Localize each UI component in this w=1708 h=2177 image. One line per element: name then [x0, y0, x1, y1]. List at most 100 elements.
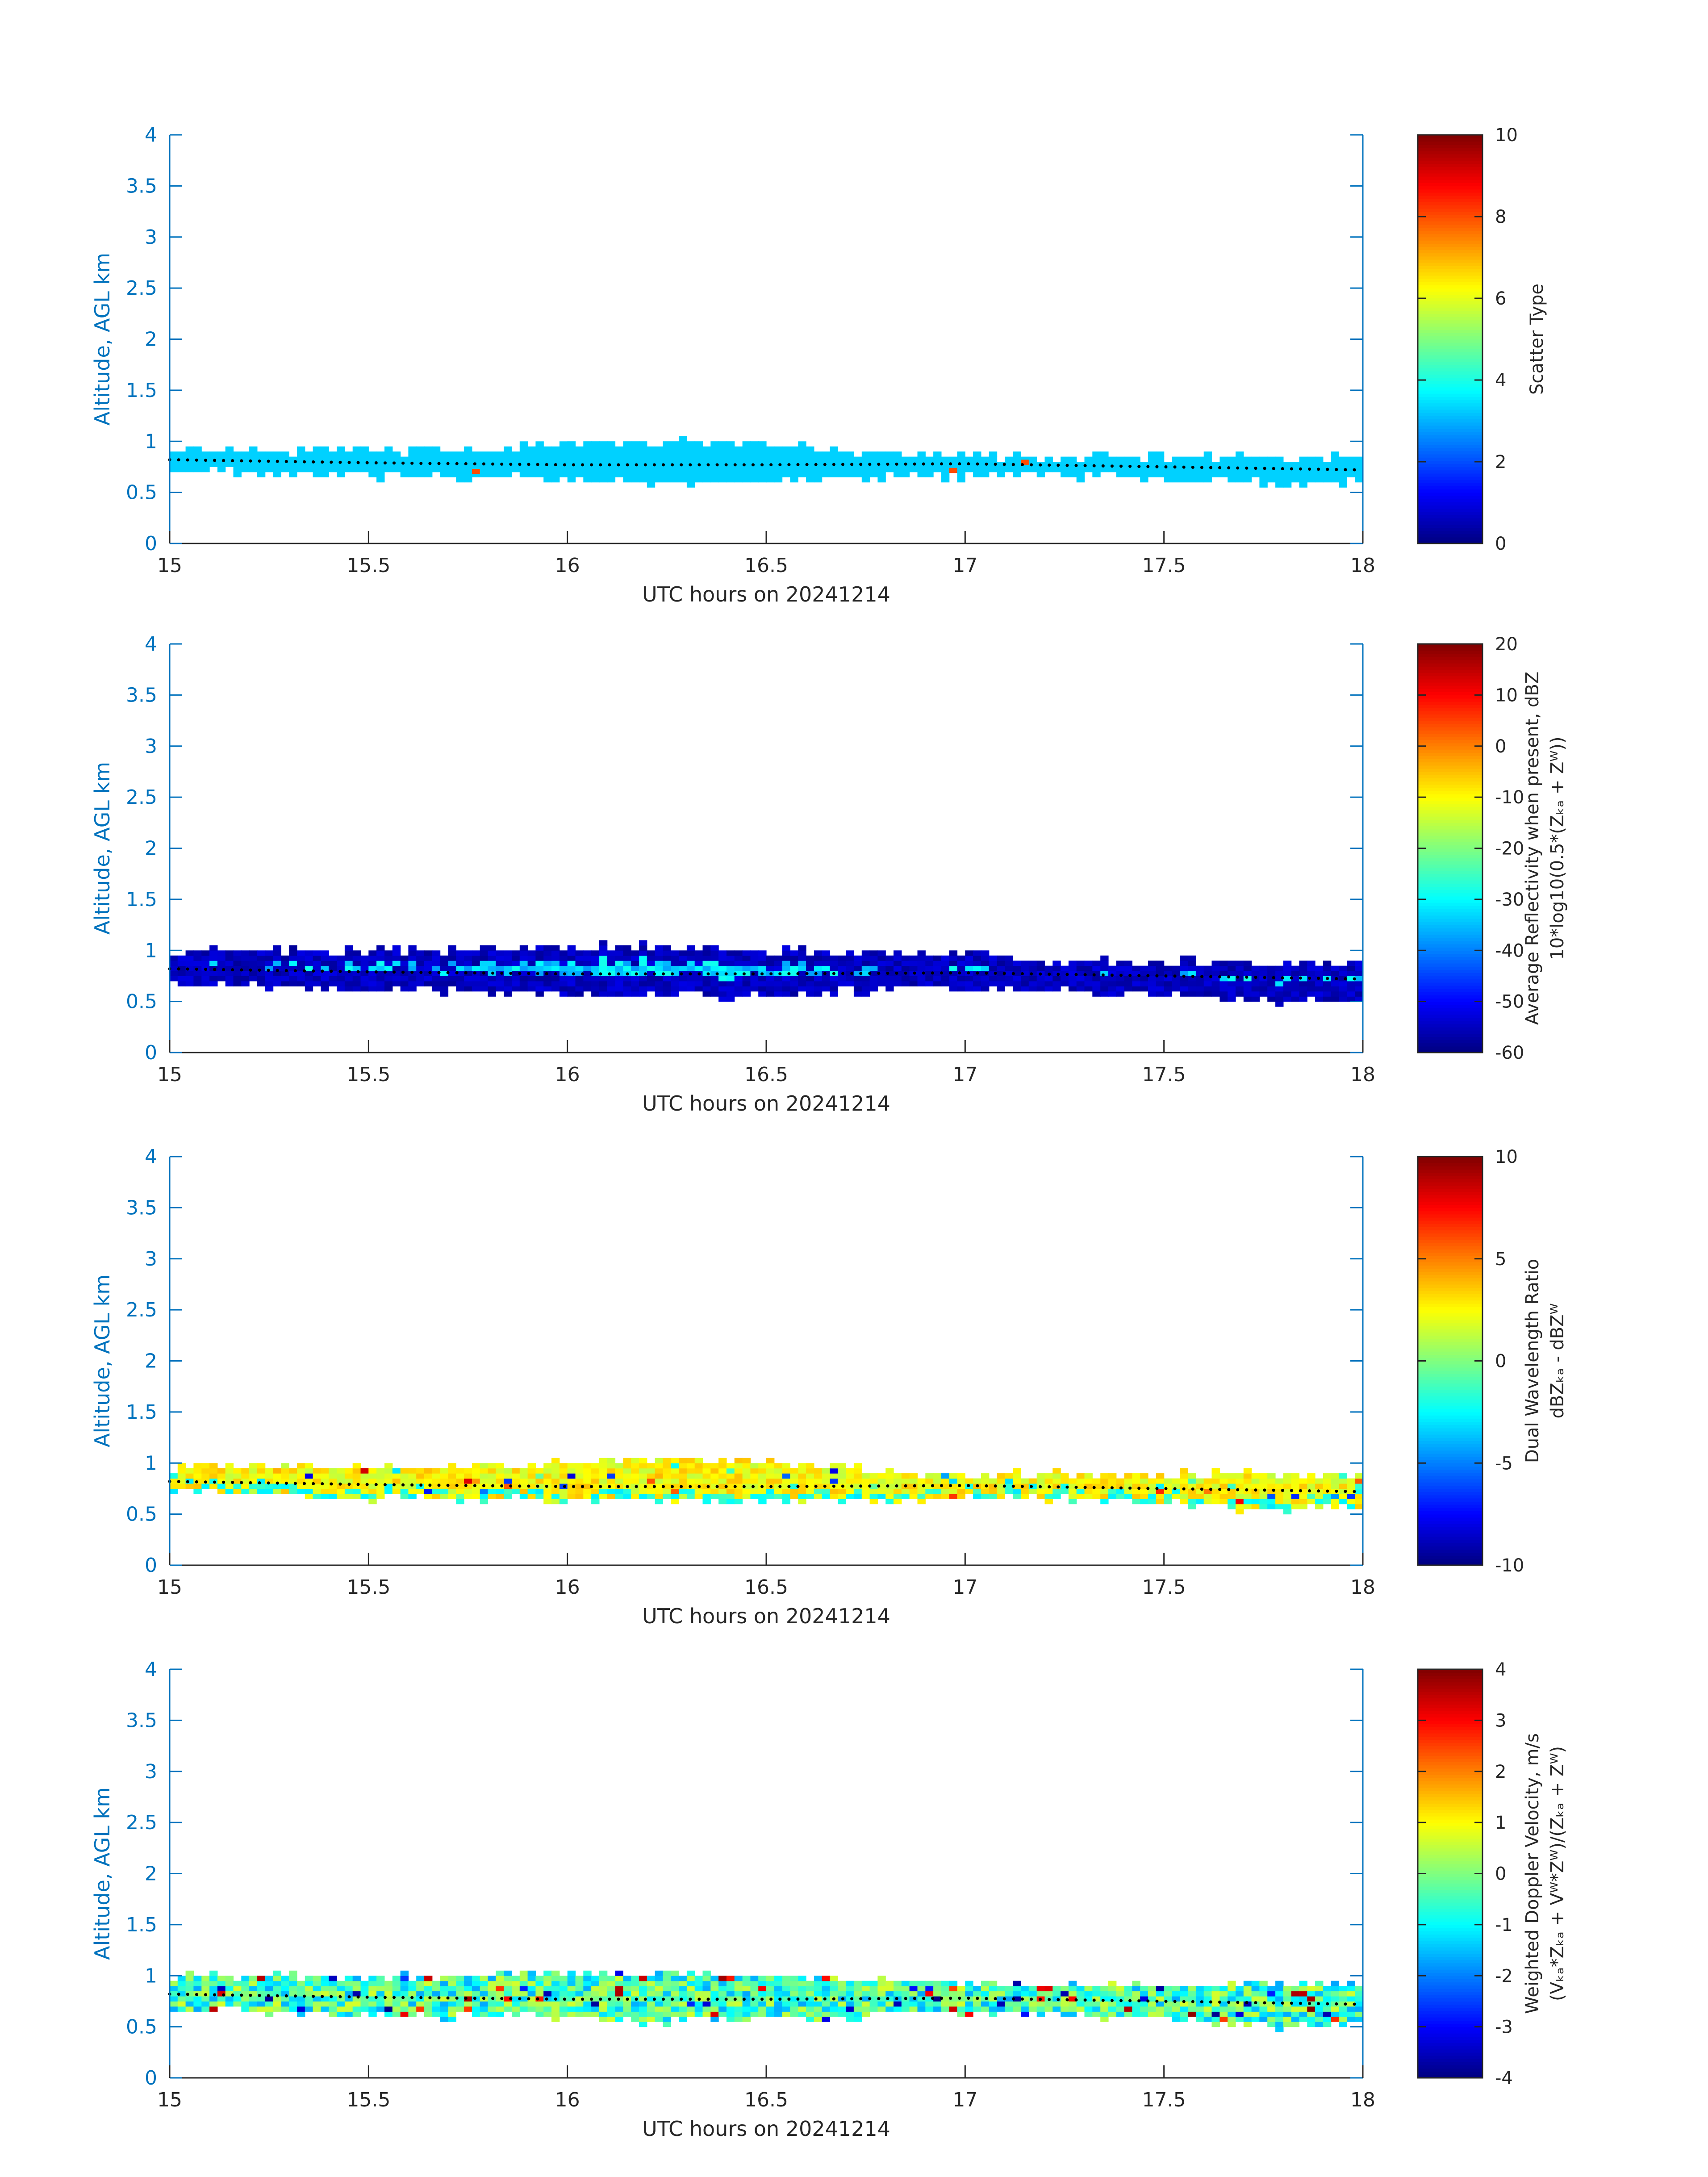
heatmap-cell [289, 2006, 297, 2012]
colorbar-band [1418, 736, 1482, 740]
heatmap-cell [1251, 986, 1260, 992]
heatmap-cell [846, 472, 854, 477]
heatmap-cell [822, 950, 831, 956]
heatmap-cell [1259, 456, 1268, 462]
heatmap-cell [360, 981, 369, 986]
heatmap-cell [432, 986, 441, 992]
heatmap-cell [957, 1478, 965, 1484]
colorbar-band [1418, 1710, 1482, 1714]
heatmap-cell [559, 467, 568, 472]
heatmap-cell [313, 961, 321, 966]
colorbar-band [1418, 2071, 1482, 2075]
colorbar-band [1418, 1364, 1482, 1368]
heatmap-cell [519, 1488, 528, 1494]
heatmap-cell [861, 456, 870, 462]
heatmap-cell [1188, 1493, 1196, 1499]
heatmap-cell [1061, 2011, 1069, 2017]
heatmap-cell [535, 945, 544, 951]
heatmap-cell [631, 1991, 639, 1997]
heatmap-cell [981, 1473, 990, 1479]
colorbar-band [1418, 685, 1482, 689]
heatmap-cell [631, 965, 639, 971]
colorbar-band [1418, 1348, 1482, 1352]
heatmap-cell [265, 961, 274, 966]
heatmap-cell [885, 1986, 894, 1992]
heatmap-cell [448, 976, 456, 982]
heatmap-cell [440, 1986, 449, 1992]
heatmap-cell [456, 1986, 464, 1992]
heatmap-cell [1259, 981, 1268, 986]
colorbar-band [1418, 1857, 1482, 1861]
heatmap-cell [456, 467, 464, 472]
heatmap-cell [504, 1478, 512, 1484]
heatmap-cell [527, 446, 536, 452]
heatmap-cell [774, 1986, 783, 1992]
heatmap-cell [694, 467, 703, 472]
heatmap-cell [846, 1493, 854, 1499]
heatmap-cell [782, 2006, 790, 2012]
heatmap-cell [623, 467, 631, 472]
heatmap-cell [734, 1473, 743, 1479]
heatmap-cell [416, 1991, 425, 1997]
colorbar-band [1418, 790, 1482, 794]
heatmap-cell [448, 1991, 456, 1997]
heatmap-cell [1124, 986, 1132, 992]
heatmap-cell [512, 1976, 520, 1981]
heatmap-cell [615, 976, 623, 982]
heatmap-cell [1315, 472, 1324, 477]
colorbar-band [1418, 749, 1482, 753]
heatmap-cell [957, 961, 965, 966]
colorbar-band [1418, 1704, 1482, 1708]
heatmap-cell [894, 451, 902, 457]
x-tick-label: 16 [555, 1063, 580, 1086]
heatmap-cell [329, 1991, 337, 1997]
heatmap-cell [663, 462, 671, 467]
heatmap-cell [607, 1463, 616, 1469]
heatmap-cell [193, 1986, 202, 1992]
heatmap-cell [710, 477, 719, 483]
heatmap-cell [321, 1981, 329, 1986]
heatmap-cell [416, 1976, 425, 1981]
heatmap-cell [1331, 1473, 1340, 1479]
heatmap-cell [504, 955, 512, 961]
heatmap-cell [1219, 1986, 1228, 1992]
heatmap-cell [400, 981, 409, 986]
colorbar-band [1418, 364, 1482, 368]
heatmap-cell [360, 1478, 369, 1484]
heatmap-cell [1283, 1478, 1292, 1484]
heatmap-cell [1291, 981, 1300, 986]
colorbar-band [1418, 281, 1482, 285]
colorbar-band [1418, 1479, 1482, 1483]
heatmap-cell [519, 441, 528, 447]
colorbar-band [1418, 1835, 1482, 1839]
heatmap-cell [1132, 2011, 1140, 2017]
heatmap-cell [1180, 1996, 1188, 2002]
heatmap-cell [949, 961, 958, 966]
colorbar-band [1418, 1918, 1482, 1922]
heatmap-cell [305, 1488, 313, 1494]
heatmap-cell [679, 1991, 687, 1997]
heatmap-cell [1052, 1478, 1061, 1484]
colorbar-band [1418, 682, 1482, 686]
heatmap-cell [1116, 467, 1125, 472]
heatmap-cell [1275, 981, 1284, 986]
heatmap-cell [1236, 986, 1244, 992]
heatmap-cell [710, 1976, 719, 1981]
heatmap-cell [559, 955, 568, 961]
heatmap-cell [941, 1473, 950, 1479]
heatmap-cell [1148, 1991, 1157, 1997]
heatmap-cell [496, 976, 504, 982]
heatmap-cell [527, 456, 536, 462]
heatmap-cell [360, 467, 369, 472]
heatmap-cell [774, 467, 783, 472]
heatmap-cell [853, 976, 862, 982]
heatmap-cell [1108, 986, 1117, 992]
heatmap-cell [734, 446, 743, 452]
colorbar-band [1418, 275, 1482, 279]
heatmap-cell [448, 1986, 456, 1992]
heatmap-cell [480, 976, 489, 982]
heatmap-cell [734, 2016, 743, 2022]
colorbar-band [1418, 1447, 1482, 1451]
heatmap-cell [885, 1468, 894, 1474]
heatmap-cell [344, 2001, 353, 2007]
